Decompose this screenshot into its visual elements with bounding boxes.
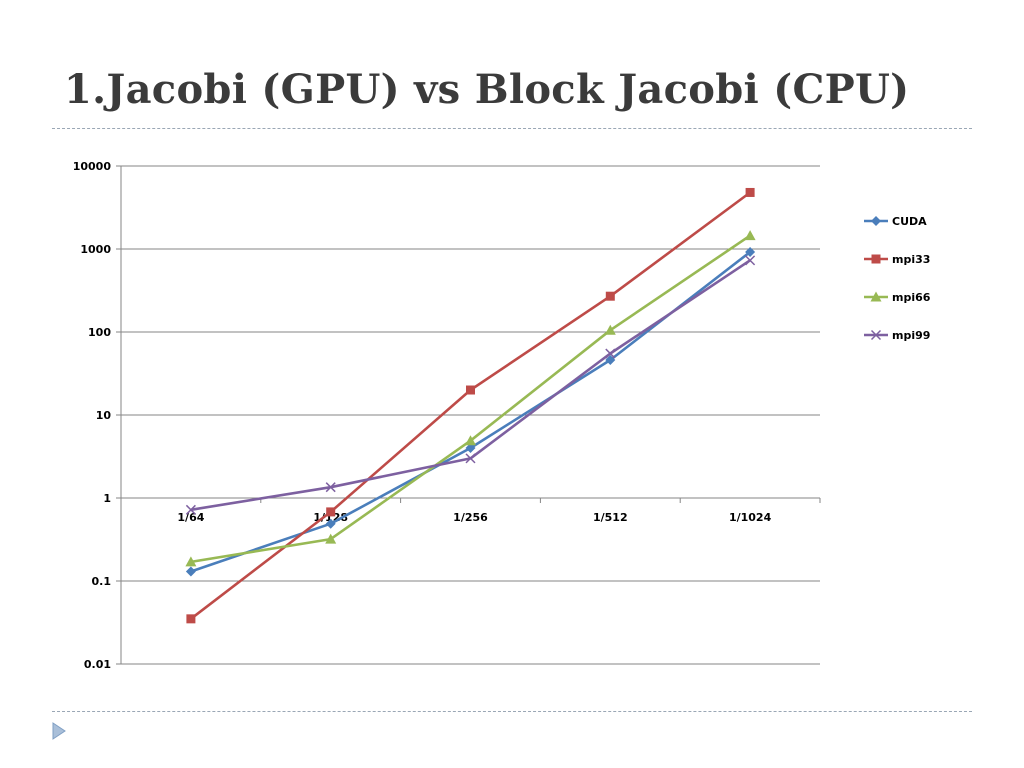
x-marker-stroke	[465, 453, 476, 464]
data-point	[465, 443, 476, 454]
legend-label: mpi66	[892, 291, 931, 304]
title-divider	[52, 128, 972, 129]
series-line	[190, 259, 751, 512]
data-point	[325, 533, 337, 544]
data-point	[745, 247, 756, 258]
legend-item: mpi66	[864, 291, 931, 304]
x-marker-stroke	[605, 348, 616, 359]
data-point	[325, 482, 336, 493]
legend-item: mpi33	[864, 253, 930, 266]
legend-item: CUDA	[864, 215, 927, 228]
legend-label: CUDA	[892, 215, 927, 228]
x-tick-label: 1/64	[177, 511, 204, 524]
y-tick-label: 100	[88, 326, 111, 339]
series-line	[190, 191, 751, 620]
x-marker-stroke	[325, 482, 336, 493]
data-point	[605, 354, 616, 365]
y-tick-label: 1000	[80, 243, 111, 256]
legend-label: mpi99	[892, 329, 930, 342]
footer-divider	[52, 711, 972, 712]
legend-marker	[871, 216, 881, 226]
series-cuda	[185, 247, 756, 577]
series-mpi99	[185, 255, 756, 515]
y-tick-label: 1	[103, 492, 111, 505]
data-point	[326, 507, 336, 517]
series-mpi33	[186, 187, 755, 624]
legend-marker	[871, 254, 881, 264]
x-tick-label: 1/512	[593, 511, 628, 524]
legend-item: mpi99	[864, 329, 930, 342]
x-marker-stroke	[745, 255, 756, 266]
data-point	[185, 556, 197, 567]
data-point	[185, 504, 196, 515]
x-tick-label: 1/128	[313, 511, 348, 524]
x-tick-label: 1/1024	[729, 511, 772, 524]
data-point	[466, 385, 475, 395]
data-point	[605, 348, 616, 359]
y-tick-label: 10	[96, 409, 112, 422]
x-marker-stroke	[185, 504, 196, 515]
y-tick-label: 0.01	[84, 658, 111, 671]
data-point	[744, 230, 756, 241]
data-point	[465, 435, 476, 446]
data-point	[185, 566, 196, 577]
series-mpi66	[185, 230, 756, 567]
y-tick-label: 10000	[73, 160, 112, 173]
legend-marker	[870, 291, 882, 302]
data-point	[745, 255, 756, 266]
data-point	[325, 518, 336, 529]
y-tick-label: 0.1	[92, 575, 112, 588]
legend-marker	[870, 329, 882, 341]
data-point	[605, 291, 615, 301]
triangle-right-icon	[52, 722, 66, 740]
slide-title: 1.Jacobi (GPU) vs Block Jacobi (CPU)	[64, 66, 910, 113]
legend-label: mpi33	[892, 253, 930, 266]
data-point	[186, 614, 196, 624]
data-point	[745, 187, 755, 197]
data-point	[465, 453, 476, 464]
x-marker-stroke	[870, 329, 882, 341]
data-point	[604, 324, 616, 335]
x-tick-label: 1/256	[453, 511, 488, 524]
